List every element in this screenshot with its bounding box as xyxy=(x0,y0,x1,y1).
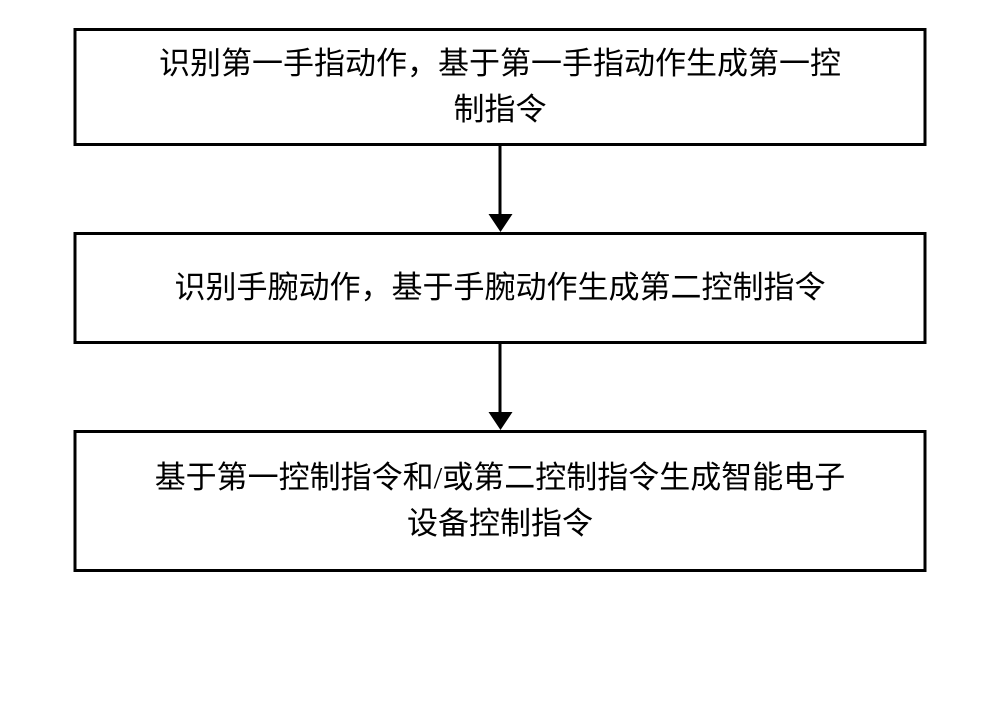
flowchart-node-1-text: 识别第一手指动作，基于第一手指动作生成第一控 制指令 xyxy=(159,41,841,134)
flowchart-node-2-text: 识别手腕动作，基于手腕动作生成第二控制指令 xyxy=(175,265,826,312)
flowchart-node-1: 识别第一手指动作，基于第一手指动作生成第一控 制指令 xyxy=(74,28,927,146)
flowchart-arrow-2 xyxy=(488,344,512,430)
arrow-line xyxy=(499,344,502,412)
flowchart-container: 识别第一手指动作，基于第一手指动作生成第一控 制指令 识别手腕动作，基于手腕动作… xyxy=(74,28,927,572)
arrow-head-icon xyxy=(488,214,512,232)
flowchart-node-3: 基于第一控制指令和/或第二控制指令生成智能电子 设备控制指令 xyxy=(74,430,927,572)
flowchart-node-3-text: 基于第一控制指令和/或第二控制指令生成智能电子 设备控制指令 xyxy=(155,455,846,548)
flowchart-arrow-1 xyxy=(488,146,512,232)
arrow-head-icon xyxy=(488,412,512,430)
flowchart-node-2: 识别手腕动作，基于手腕动作生成第二控制指令 xyxy=(74,232,927,344)
arrow-line xyxy=(499,146,502,214)
